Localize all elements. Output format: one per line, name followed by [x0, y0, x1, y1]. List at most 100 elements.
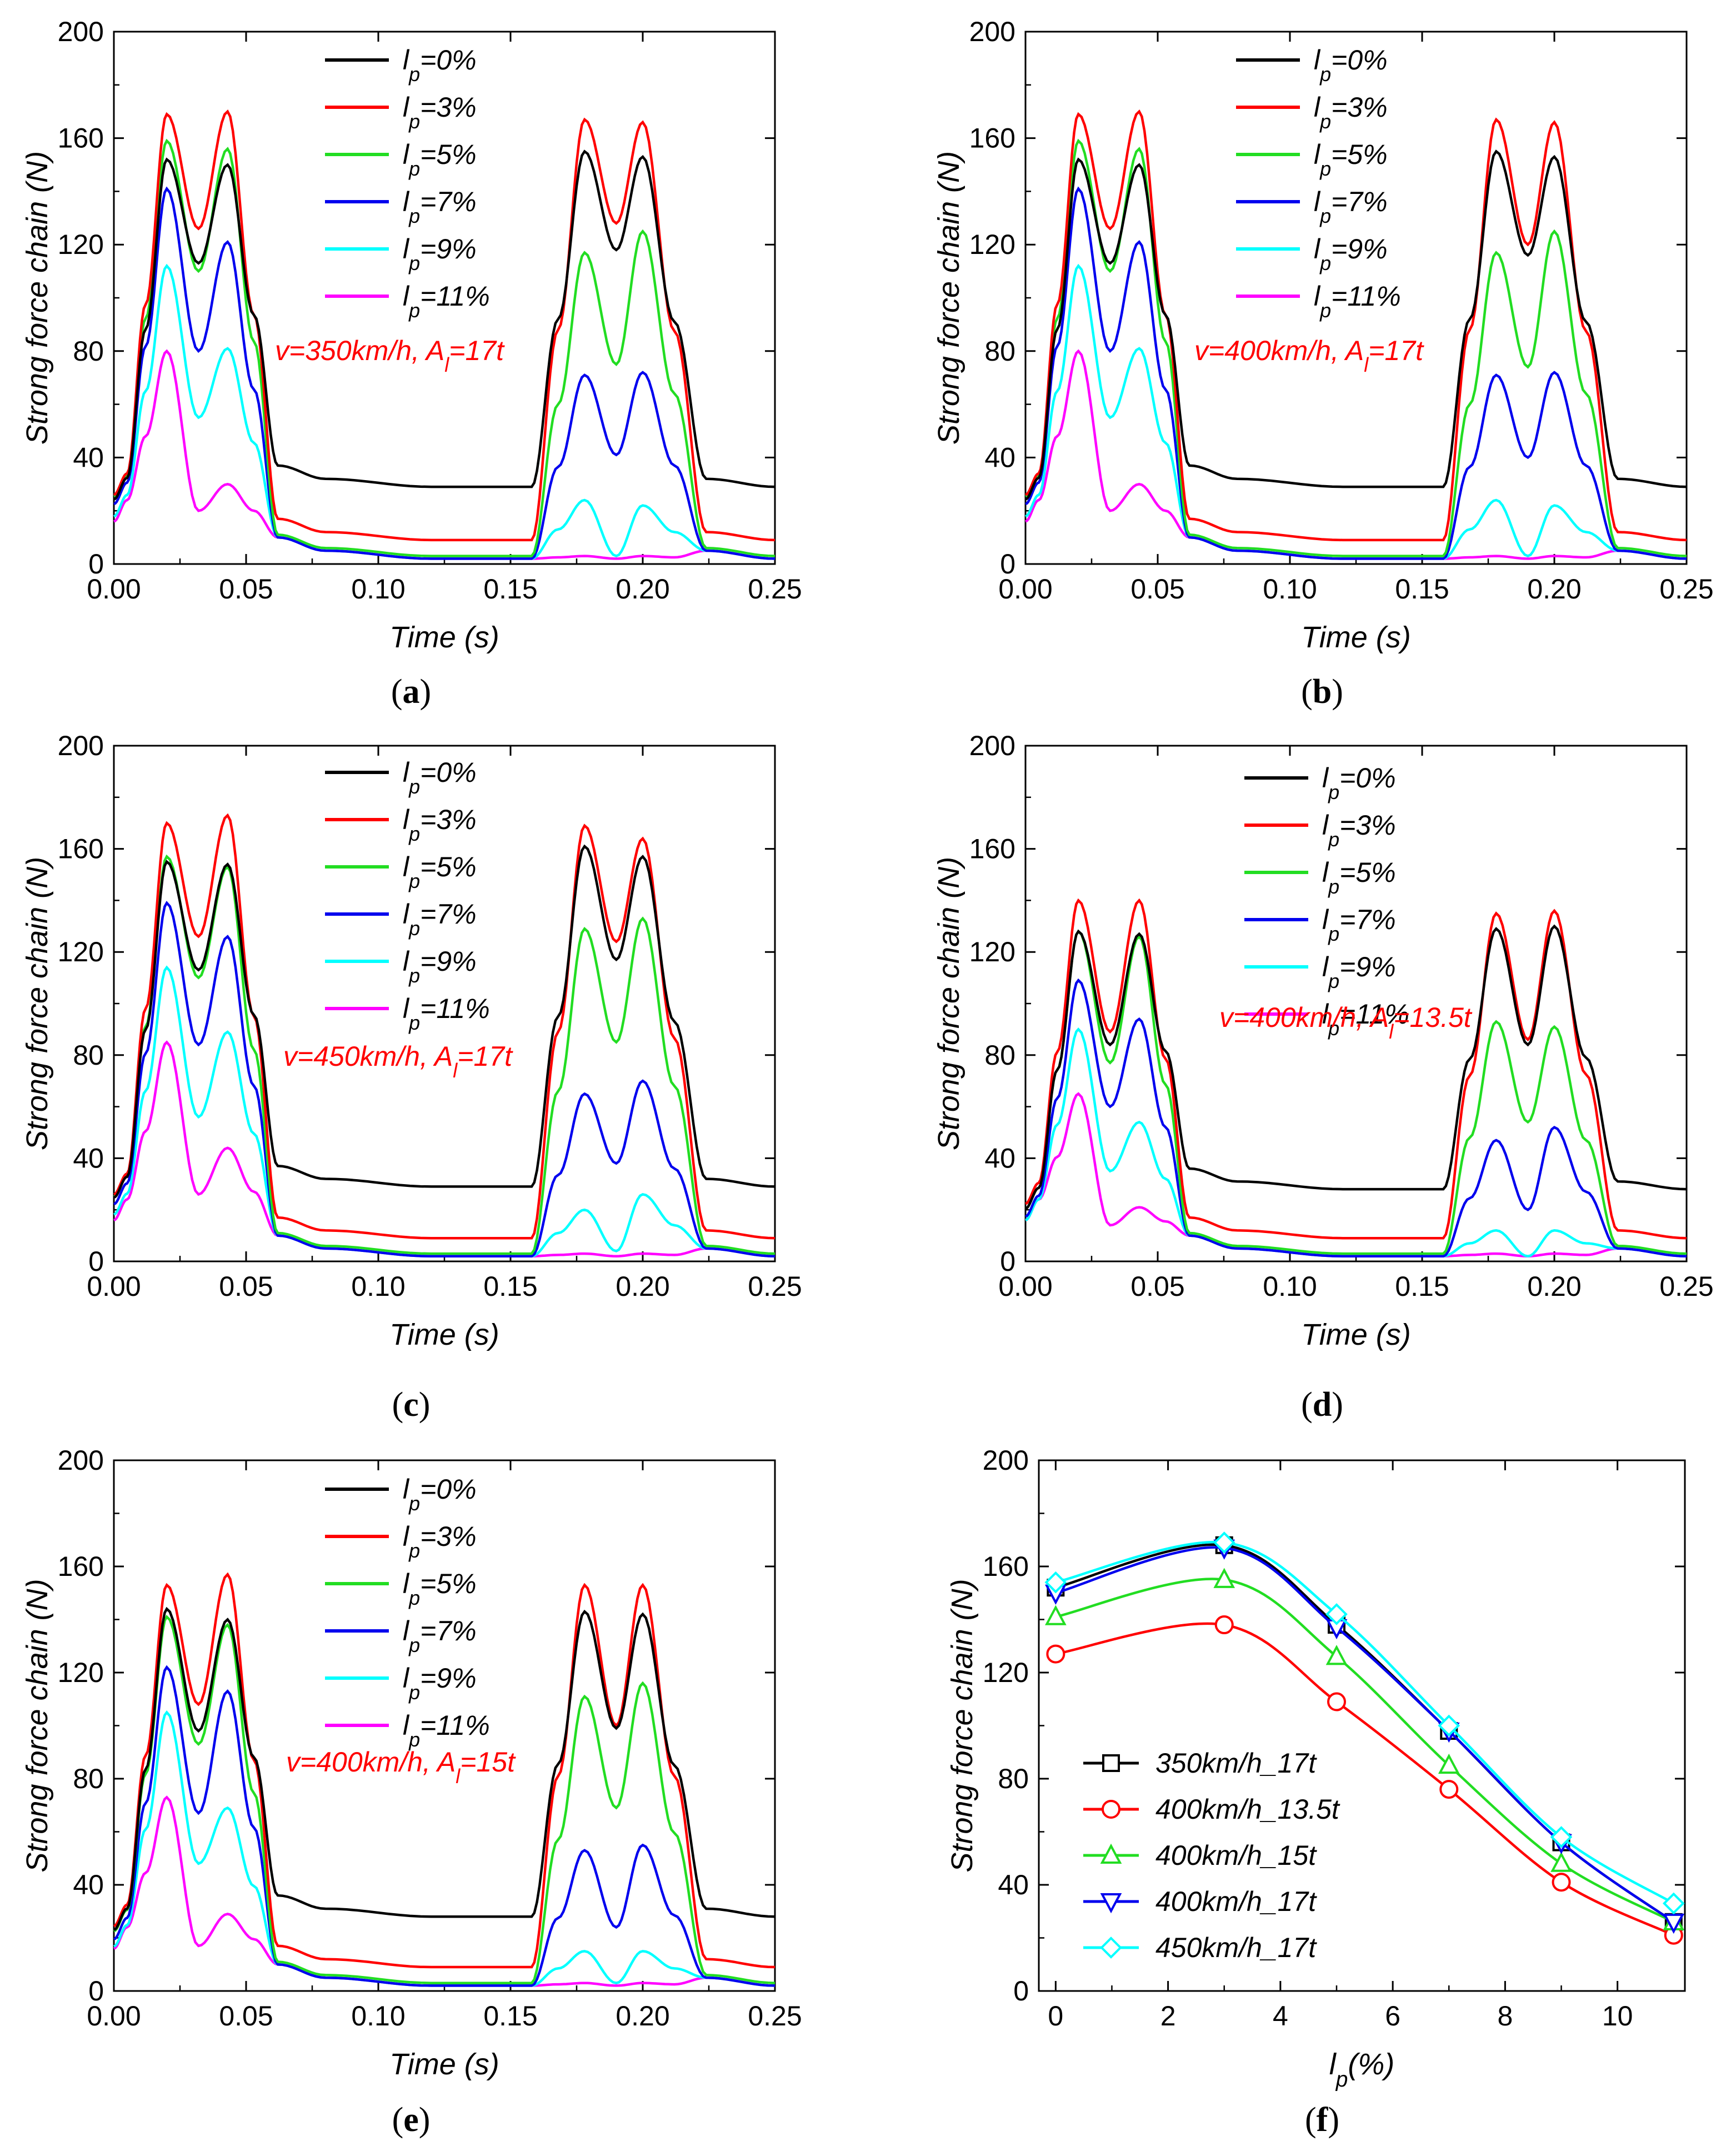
series-line-400km/h_17t: [1055, 1546, 1675, 1923]
marker-diamond: [1100, 1937, 1122, 1959]
x-axis-label: Time (s): [1301, 1318, 1411, 1351]
series-line-lp0: [1025, 924, 1687, 1210]
marker-diamond: [1213, 1531, 1235, 1554]
x-tick-label: 0.00: [87, 573, 141, 605]
y-tick-label: 120: [969, 936, 1015, 967]
x-tick-label: 0.15: [1395, 1271, 1449, 1302]
panel-label: (b): [1301, 673, 1343, 711]
legend: lp=0% lp=3% lp=5% lp=7% lp=9% lp=11%: [325, 757, 490, 1034]
series-line-lp11: [113, 1795, 776, 1987]
chart-panel-f: 0 40 80 120 160 200 0 2 4 6 8 10 lp(%) Strong force c…: [945, 1445, 1686, 2139]
x-tick-label: 0.05: [1130, 1271, 1184, 1302]
x-tick-label: 0.05: [1130, 573, 1184, 605]
y-tick-label: 200: [969, 730, 1015, 761]
series-line-lp7: [1025, 186, 1687, 560]
marker-circle: [1046, 1644, 1065, 1664]
marker-triangle-up: [1438, 1753, 1460, 1774]
legend-label: lp=11%: [403, 281, 490, 322]
chart-panel-d: 0 40 80 120 160 200 0.00 0.05 0.10 0.15 0.20 0.25 Ti…: [932, 730, 1714, 1424]
y-tick-label: 80: [998, 1763, 1029, 1794]
marker-circle: [1102, 1800, 1120, 1819]
x-tick-label: 0.20: [616, 1271, 669, 1302]
y-axis-label: Strong force chain (N): [21, 1579, 54, 1872]
x-tick-label: 2: [1160, 2000, 1176, 2032]
series-line-lp7: [113, 901, 776, 1257]
series-line-400km/h_13.5t: [1055, 1622, 1674, 1937]
marker-diamond: [1550, 1826, 1573, 1848]
marker-diamond: [1662, 1892, 1685, 1915]
x-axis-label: Time (s): [1301, 621, 1411, 654]
x-tick-label: 0.05: [219, 1271, 273, 1302]
marker-triangle-up: [1213, 1568, 1235, 1588]
legend-label: lp=3%: [403, 92, 477, 133]
legend-label: lp=7%: [403, 899, 477, 940]
condition-annotation: v=400km/h, Al=13.5t: [1219, 1002, 1473, 1043]
y-tick-label: 200: [983, 1445, 1029, 1476]
y-tick-label: 120: [969, 229, 1015, 260]
y-tick-label: 200: [58, 1445, 104, 1476]
x-tick-label: 0.05: [219, 2000, 273, 2032]
marker-triangle-up: [1550, 1851, 1572, 1872]
legend-label: lp=5%: [403, 851, 477, 892]
x-tick-label: 0.25: [748, 1271, 802, 1302]
series-line-lp3: [113, 109, 776, 542]
legend-label: lp=7%: [1322, 904, 1396, 945]
condition-annotation: v=400km/h, Al=15t: [286, 1746, 516, 1788]
x-tick-label: 0.10: [1263, 573, 1317, 605]
x-tick-label: 0.00: [998, 1271, 1052, 1302]
y-tick-label: 40: [998, 1869, 1029, 1900]
x-tick-label: 0.00: [998, 573, 1052, 605]
y-tick-label: 160: [969, 123, 1015, 154]
x-tick-label: 6: [1385, 2000, 1400, 2032]
y-tick-label: 0: [1013, 1975, 1029, 2007]
legend-label: lp=5%: [1322, 857, 1396, 898]
x-tick-label: 0.00: [87, 2000, 141, 2032]
chart-panel-b: 0 40 80 120 160 200 0.00 0.05 0.10 0.15 0.20 0.25 Ti…: [932, 16, 1714, 711]
legend: lp=0% lp=3% lp=5% lp=7% lp=9% lp=11%: [1244, 762, 1409, 1040]
marker-diamond: [1044, 1571, 1067, 1594]
legend-label: lp=3%: [1322, 810, 1396, 851]
x-tick-label: 0.15: [483, 2000, 537, 2032]
series-line-lp5: [1025, 138, 1687, 557]
legend: lp=0% lp=3% lp=5% lp=7% lp=9% lp=11%: [1236, 44, 1401, 322]
y-tick-label: 80: [73, 336, 104, 367]
y-tick-label: 0: [1000, 548, 1015, 580]
y-tick-label: 40: [984, 442, 1015, 473]
y-tick-label: 40: [73, 1142, 104, 1174]
x-tick-label: 0.00: [87, 1271, 141, 1302]
legend-label: lp=0%: [1314, 44, 1388, 86]
x-tick-label: 10: [1602, 2000, 1633, 2032]
y-tick-label: 80: [984, 1040, 1015, 1071]
y-tick-label: 160: [58, 1551, 104, 1582]
legend: lp=0% lp=3% lp=5% lp=7% lp=9% lp=11%: [325, 1474, 490, 1751]
legend-label: lp=5%: [403, 139, 477, 180]
legend-label: lp=7%: [1314, 186, 1388, 227]
x-axis-label: Time (s): [389, 2048, 499, 2081]
legend-label: lp=0%: [403, 1474, 477, 1515]
x-tick-label: 0.15: [483, 573, 537, 605]
x-tick-label: 0.10: [1263, 1271, 1317, 1302]
legend-label: lp=0%: [403, 44, 477, 86]
series-line-lp0: [113, 149, 776, 501]
x-tick-label: 0.25: [1659, 1271, 1713, 1302]
y-tick-label: 80: [73, 1763, 104, 1794]
legend-label: 400km/h_13.5t: [1155, 1794, 1340, 1825]
legend-label: 350km/h_17t: [1155, 1748, 1317, 1779]
series-line-lp0: [1025, 149, 1687, 501]
marker-triangle-up: [1045, 1605, 1067, 1625]
legend-label: lp=11%: [1314, 281, 1401, 322]
y-tick-label: 80: [984, 336, 1015, 367]
y-tick-label: 120: [58, 229, 104, 260]
series-line-lp3: [1025, 898, 1687, 1240]
legend-label: lp=11%: [403, 1710, 490, 1751]
panel-label: (d): [1301, 1386, 1343, 1424]
legend-label: lp=7%: [403, 186, 477, 227]
y-tick-label: 0: [1000, 1246, 1015, 1277]
x-tick-label: 0.10: [351, 1271, 405, 1302]
y-tick-label: 120: [58, 936, 104, 967]
marker-circle: [1552, 1873, 1571, 1892]
legend-label: lp=9%: [403, 946, 477, 987]
legend-label: lp=5%: [1314, 139, 1388, 180]
x-tick-label: 0.20: [1527, 1271, 1581, 1302]
y-tick-label: 160: [58, 834, 104, 865]
